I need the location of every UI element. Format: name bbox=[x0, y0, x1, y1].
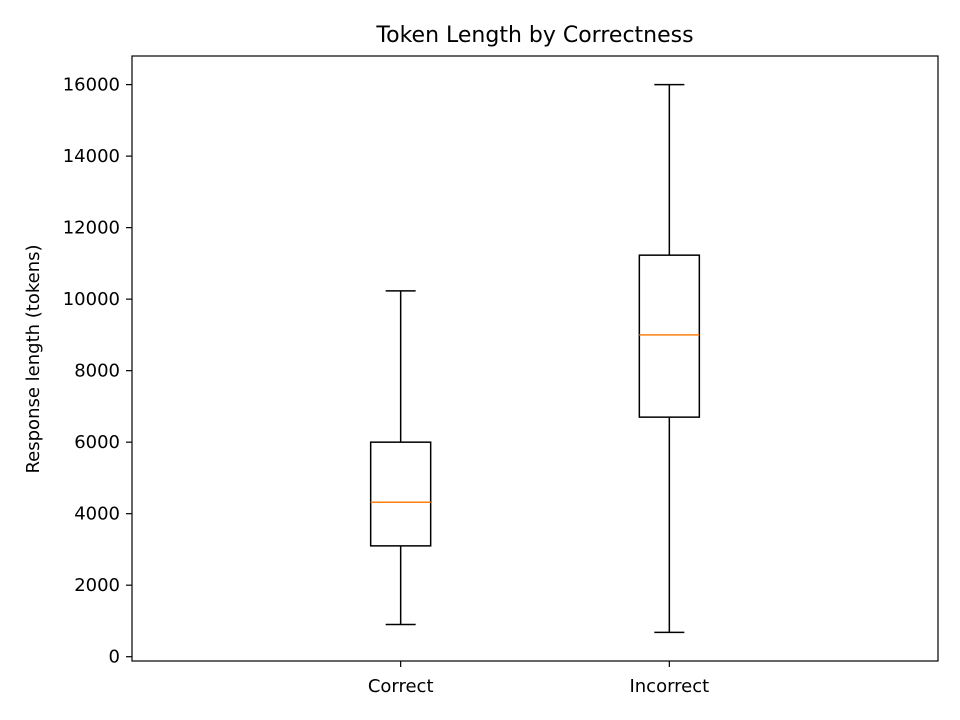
y-axis-ticks: 0 2000 4000 6000 8000 10000 12000 14000 16000 bbox=[63, 75, 132, 668]
y-axis-label: Response length (tokens) bbox=[23, 244, 44, 473]
y-tick-label: 2000 bbox=[74, 575, 120, 596]
box-incorrect bbox=[638, 83, 701, 634]
plot-area-frame bbox=[131, 55, 939, 662]
y-tick-label: 8000 bbox=[74, 361, 120, 382]
y-tick-label: 12000 bbox=[63, 218, 120, 239]
box-series bbox=[369, 83, 701, 634]
iqr-box bbox=[638, 254, 701, 418]
y-tick-label: 6000 bbox=[74, 432, 120, 453]
x-axis-ticks: Correct Incorrect bbox=[368, 661, 709, 697]
y-tick-label: 4000 bbox=[74, 504, 120, 525]
box-correct bbox=[369, 290, 432, 626]
y-tick-label: 16000 bbox=[63, 75, 120, 96]
x-tick-label: Incorrect bbox=[629, 676, 709, 697]
y-tick-label: 14000 bbox=[63, 146, 120, 167]
iqr-box bbox=[369, 441, 432, 547]
y-tick-label: 10000 bbox=[63, 289, 120, 310]
chart-title: Token Length by Correctness bbox=[375, 23, 693, 48]
x-tick-label: Correct bbox=[368, 676, 434, 697]
y-tick-label: 0 bbox=[109, 647, 120, 668]
